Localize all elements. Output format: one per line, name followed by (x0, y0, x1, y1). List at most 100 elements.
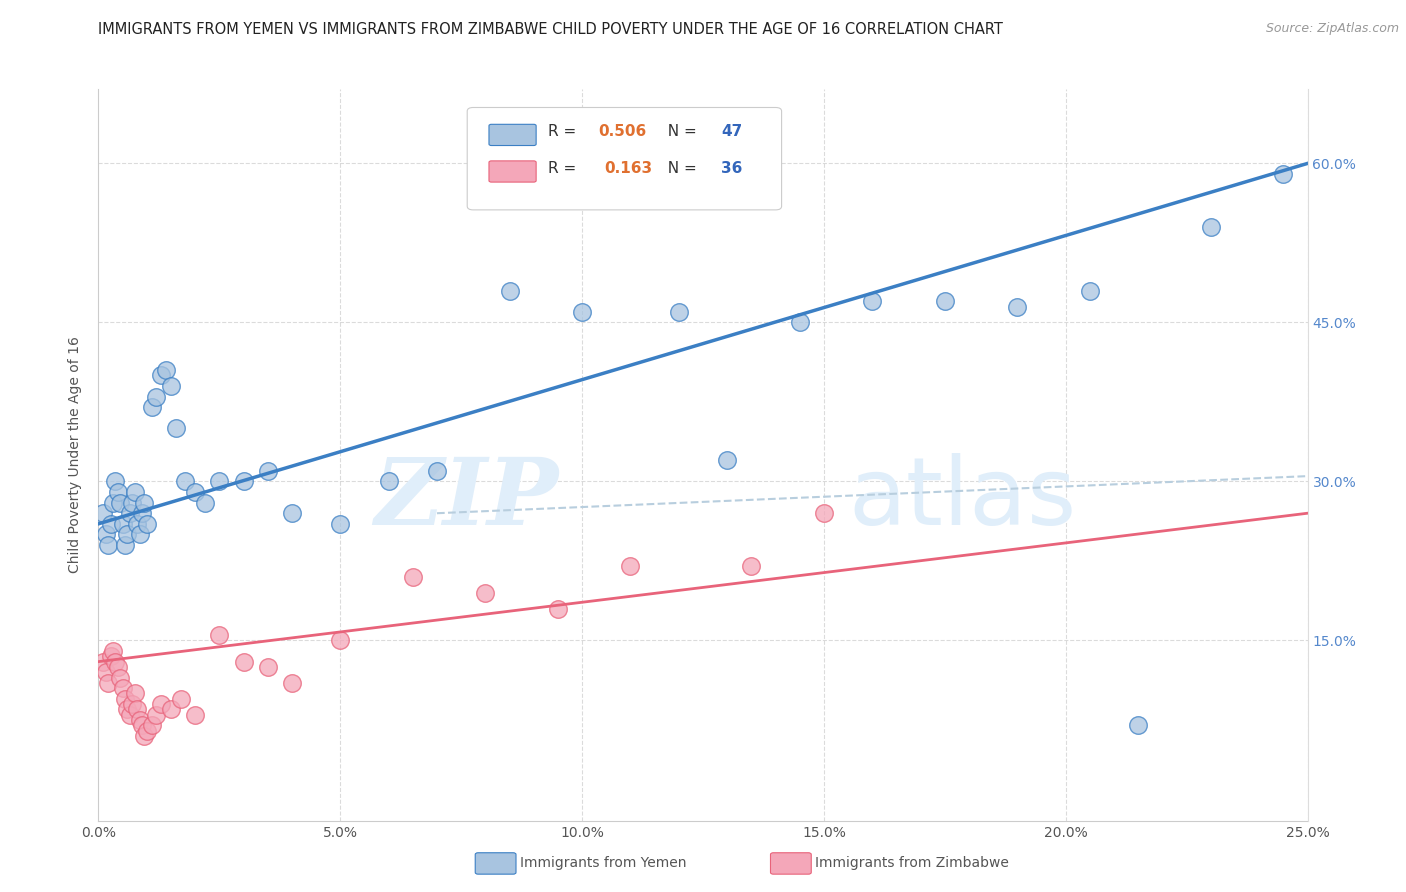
Point (208, 628, 231, 642)
Point (124, 485, 146, 500)
Point (184, 485, 207, 500)
Point (107, 660, 129, 674)
FancyBboxPatch shape (467, 108, 782, 210)
Point (232, 655, 254, 669)
Point (114, 691, 136, 706)
Point (789, 315, 811, 329)
Point (160, 702, 183, 716)
Point (118, 707, 141, 722)
Point (108, 671, 131, 685)
Point (104, 475, 127, 489)
Text: N =: N = (658, 161, 702, 176)
Text: R =: R = (548, 161, 586, 176)
Point (150, 697, 173, 711)
Point (111, 681, 134, 695)
Point (1078, 284, 1101, 298)
Point (145, 707, 167, 722)
FancyBboxPatch shape (489, 161, 536, 182)
Point (174, 475, 197, 489)
Point (101, 495, 124, 509)
Point (108, 495, 131, 509)
Point (426, 464, 449, 478)
Point (141, 718, 163, 732)
Point (668, 305, 690, 319)
Point (134, 729, 156, 743)
Point (208, 475, 231, 489)
Text: 0.163: 0.163 (603, 161, 652, 176)
Point (169, 691, 191, 706)
Point (716, 453, 738, 467)
Point (97, 676, 120, 690)
Text: 0.506: 0.506 (598, 124, 645, 139)
Point (117, 702, 139, 716)
Point (474, 585, 496, 599)
Point (94, 665, 117, 680)
Point (128, 713, 150, 727)
Point (232, 475, 254, 489)
Text: atlas: atlas (848, 453, 1077, 545)
Point (114, 538, 136, 552)
Point (91, 655, 114, 669)
Point (860, 294, 883, 309)
Point (934, 294, 956, 309)
Point (155, 363, 177, 377)
Point (100, 649, 122, 664)
Point (329, 516, 352, 531)
Point (104, 655, 127, 669)
Text: R =: R = (548, 124, 581, 139)
Text: 47: 47 (721, 124, 742, 139)
Point (135, 723, 157, 738)
Point (194, 495, 217, 509)
Point (402, 570, 425, 584)
Point (118, 506, 141, 520)
Text: 36: 36 (721, 161, 742, 176)
Point (117, 527, 139, 541)
Point (111, 516, 134, 531)
Point (94, 527, 117, 541)
Point (107, 485, 129, 500)
Text: N =: N = (658, 124, 702, 139)
Point (813, 506, 835, 520)
Point (1128, 718, 1150, 732)
Point (141, 401, 163, 415)
Point (1007, 300, 1029, 314)
Point (145, 390, 167, 404)
Text: Immigrants from Zimbabwe: Immigrants from Zimbabwe (815, 856, 1010, 871)
Point (165, 421, 187, 435)
Point (498, 284, 520, 298)
Point (101, 644, 124, 658)
Point (281, 676, 304, 690)
Y-axis label: Child Poverty Under the Age of 16: Child Poverty Under the Age of 16 (69, 336, 83, 574)
Text: IMMIGRANTS FROM YEMEN VS IMMIGRANTS FROM ZIMBABWE CHILD POVERTY UNDER THE AGE OF: IMMIGRANTS FROM YEMEN VS IMMIGRANTS FROM… (98, 22, 1004, 37)
Point (131, 506, 153, 520)
Point (121, 697, 143, 711)
Point (1199, 219, 1222, 234)
Point (127, 702, 149, 716)
Point (127, 516, 149, 531)
Point (619, 559, 641, 574)
FancyBboxPatch shape (489, 124, 536, 145)
Point (571, 305, 593, 319)
Point (135, 516, 157, 531)
Point (150, 368, 173, 383)
Point (121, 495, 143, 509)
Point (128, 527, 150, 541)
Point (91, 506, 114, 520)
Point (131, 718, 153, 732)
Point (134, 495, 156, 509)
Point (97, 538, 120, 552)
Point (329, 633, 352, 648)
Point (377, 475, 399, 489)
Point (740, 559, 762, 574)
Point (160, 379, 183, 393)
Text: Immigrants from Yemen: Immigrants from Yemen (520, 856, 686, 871)
Point (184, 707, 207, 722)
Point (547, 601, 569, 615)
Point (100, 516, 122, 531)
Point (256, 660, 278, 674)
Text: Source: ZipAtlas.com: Source: ZipAtlas.com (1265, 22, 1399, 36)
Point (124, 686, 146, 700)
Text: ZIP: ZIP (374, 454, 558, 544)
Point (256, 464, 278, 478)
Point (281, 506, 304, 520)
